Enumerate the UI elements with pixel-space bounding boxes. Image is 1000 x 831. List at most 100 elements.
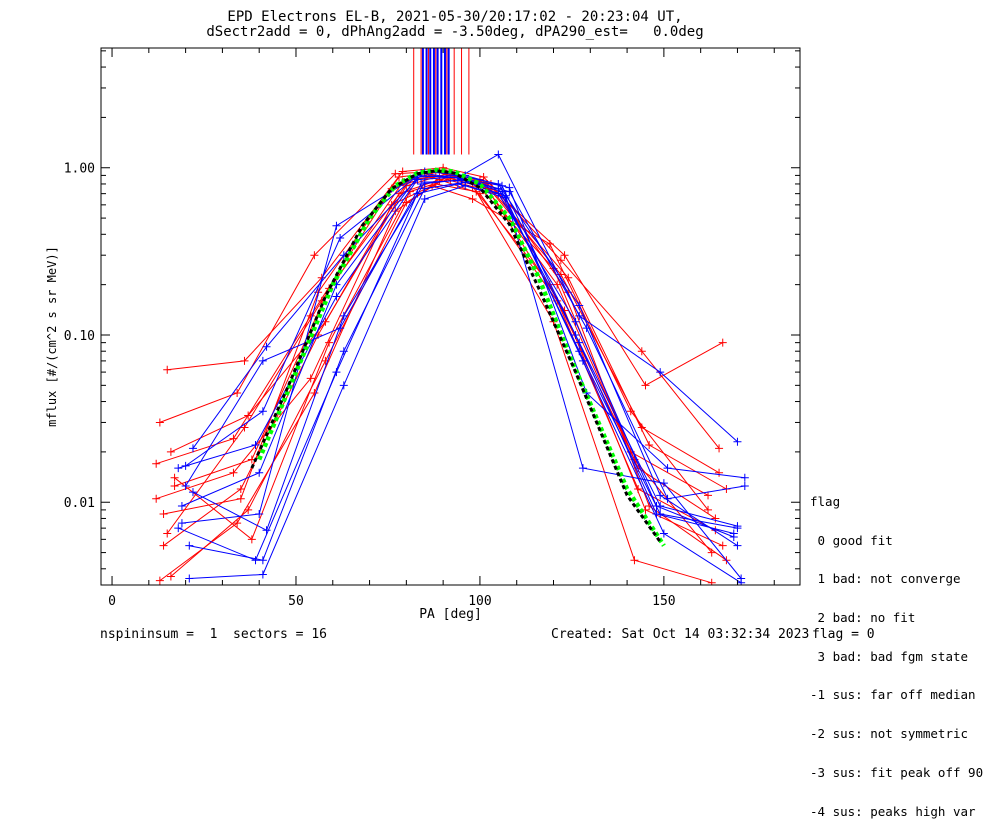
data-point-plus	[247, 535, 256, 544]
legend-item: 3 bad: bad fgm state	[810, 648, 969, 664]
y-tick-label: 0.01	[64, 496, 95, 511]
series-line-blue	[185, 179, 738, 529]
data-point-plus	[711, 514, 720, 523]
footer-spin-info: nspininsum = 1 sectors = 16	[100, 627, 327, 642]
legend-item: 1 bad: not converge	[810, 571, 961, 587]
data-point-plus	[306, 374, 315, 383]
series-line-red	[167, 167, 720, 449]
series-line-red	[174, 174, 727, 561]
data-point-plus	[553, 280, 562, 289]
series-line-red	[156, 174, 709, 496]
data-point-plus	[656, 510, 665, 519]
data-point-plus	[177, 519, 186, 528]
axes-group: 0 50 100 150 0.01 0.10 1.00 PA [deg] mflux [#/(c…	[45, 47, 801, 622]
data-point-plus	[571, 317, 580, 326]
data-point-plus	[251, 556, 260, 565]
data-point-plus	[163, 529, 172, 538]
series-line-blue	[185, 172, 738, 527]
y-tick-label: 0.10	[64, 329, 95, 344]
data-point-plus	[663, 464, 672, 473]
y-tick-label: 1.00	[64, 162, 95, 177]
data-point-plus	[244, 411, 253, 420]
fit-curve-black	[250, 169, 662, 543]
data-point-plus	[258, 356, 267, 365]
data-point-plus	[740, 482, 749, 491]
data-point-plus	[332, 292, 341, 301]
legend-item: -3 sus: fit peak off 90	[810, 764, 984, 780]
flag-legend: flag 0 good fit 1 bad: not converge 2 ba…	[810, 470, 983, 831]
data-point-plus	[715, 444, 724, 453]
x-tick-label: 100	[468, 594, 491, 609]
data-point-plus	[641, 381, 650, 390]
data-point-plus	[637, 347, 646, 356]
data-point-plus	[258, 556, 267, 565]
data-point-plus	[718, 541, 727, 550]
series-line-red	[166, 169, 720, 534]
data-point-plus	[229, 468, 238, 477]
data-point-plus	[718, 338, 727, 347]
data-point-plus	[656, 491, 665, 500]
data-point-plus	[663, 494, 672, 503]
data-point-plus	[468, 195, 477, 204]
legend-item: -2 sus: not symmetric	[810, 726, 969, 742]
data-point-plus	[733, 522, 742, 531]
data-point-plus	[707, 578, 716, 585]
data-point-plus	[626, 407, 635, 416]
data-point-plus	[402, 181, 411, 190]
chart-title: EPD Electrons EL-B, 2021-05-30/20:17:02 …	[227, 9, 683, 25]
data-point-plus	[310, 251, 319, 260]
data-point-plus	[406, 187, 415, 196]
series-line-blue	[189, 185, 742, 584]
pitch-angle-chart: 0 50 100 150 0.01 0.10 1.00 PA [deg] mflux [#/(c…	[45, 47, 801, 622]
data-point-plus	[659, 479, 668, 488]
vertical-markers-group	[413, 48, 470, 155]
data-point-plus	[645, 501, 654, 510]
data-point-plus	[152, 459, 161, 468]
data-point-plus	[166, 572, 175, 581]
data-point-plus	[501, 193, 510, 202]
data-point-plus	[578, 356, 587, 365]
data-point-plus	[233, 388, 242, 397]
data-point-plus	[166, 447, 175, 456]
data-point-plus	[236, 484, 245, 493]
data-point-plus	[325, 338, 334, 347]
data-point-plus	[174, 464, 183, 473]
series-line-red	[163, 179, 716, 547]
data-point-plus	[258, 407, 267, 416]
data-point-plus	[729, 532, 738, 541]
chart-subtitle: dSectr2add = 0, dPhAng2add = -3.50deg, d…	[206, 24, 704, 40]
y-axis-label: mflux [#/(cm^2 s sr MeV)]	[45, 246, 59, 427]
data-point-plus	[556, 256, 565, 265]
data-point-plus	[715, 468, 724, 477]
data-point-plus	[498, 181, 507, 190]
x-tick-label: 0	[108, 594, 116, 609]
data-point-plus	[560, 251, 569, 260]
data-point-plus	[185, 541, 194, 550]
data-point-plus	[564, 273, 573, 282]
data-point-plus	[645, 440, 654, 449]
data-point-plus	[233, 519, 242, 528]
footer-created: Created: Sat Oct 14 03:32:34 2023	[551, 627, 810, 642]
data-point-plus	[704, 491, 713, 500]
data-point-plus	[420, 195, 429, 204]
data-point-plus	[240, 356, 249, 365]
data-point-plus	[339, 311, 348, 320]
data-point-plus	[391, 169, 400, 178]
data-point-plus	[575, 338, 584, 347]
data-point-plus	[310, 388, 319, 397]
data-point-plus	[174, 524, 183, 533]
data-point-plus	[733, 541, 742, 550]
legend-item: 0 good fit	[810, 532, 893, 548]
data-point-plus	[704, 505, 713, 514]
data-point-plus	[255, 468, 264, 477]
data-point-plus	[733, 437, 742, 446]
data-point-plus	[159, 541, 168, 550]
data-point-plus	[332, 221, 341, 230]
data-point-plus	[185, 574, 194, 583]
x-tick-label: 150	[652, 594, 675, 609]
data-point-plus	[494, 189, 503, 198]
data-point-plus	[236, 494, 245, 503]
data-point-plus	[398, 167, 407, 176]
data-point-plus	[420, 178, 429, 187]
data-point-plus	[155, 418, 164, 427]
